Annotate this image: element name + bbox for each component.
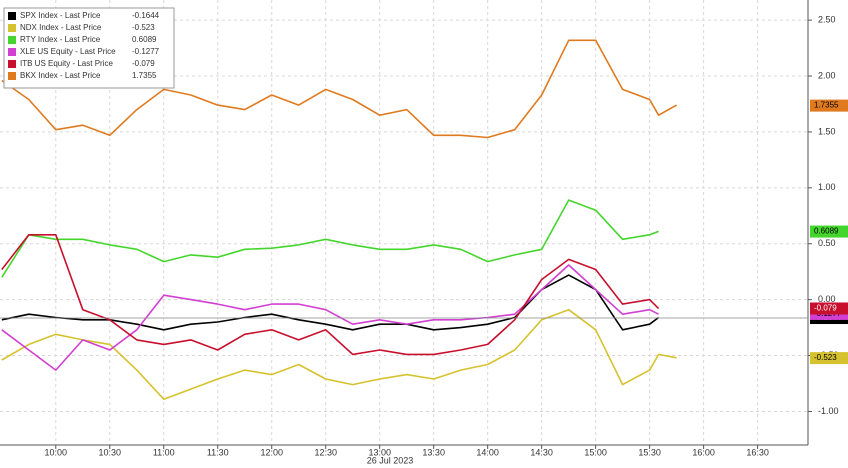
legend-swatch (8, 12, 16, 20)
legend-label: XLE US Equity - Last Price (20, 47, 116, 56)
legend-value: -0.1644 (132, 11, 160, 20)
series-line (1, 264, 659, 371)
x-tick-label: 10:00 (45, 447, 68, 457)
legend-box (3, 7, 175, 89)
last-price-tag-label: -0.523 (814, 353, 837, 362)
y-tick-label: 0.00 (818, 294, 836, 304)
legend-swatch (8, 48, 16, 56)
x-tick-label: 11:00 (153, 447, 175, 457)
legend-swatch (8, 24, 16, 32)
y-tick-label: 2.00 (818, 70, 836, 80)
legend-value: -0.1277 (132, 47, 160, 56)
series-line (1, 308, 677, 400)
last-price-tag (810, 99, 848, 112)
x-tick-label: 11:30 (207, 447, 229, 457)
last-price-tag-label: 1.7355 (814, 101, 839, 110)
legend-value: -0.079 (132, 59, 155, 68)
x-tick-label: 15:30 (638, 447, 661, 457)
legend-value: 0.6089 (132, 35, 157, 44)
last-price-tag-label: -0.079 (814, 304, 837, 313)
y-tick-label: 1.50 (818, 126, 836, 136)
y-tick-label: 2.50 (818, 15, 836, 25)
legend-swatch (8, 72, 16, 80)
series-line (1, 39, 677, 139)
legend: SPX Index - Last Price -0.1644 NDX Index -… (3, 7, 175, 89)
legend-swatch (8, 36, 16, 44)
x-tick-label: 12:00 (260, 447, 283, 457)
legend-label: BKX Index - Last Price (20, 71, 101, 80)
y-tick-label: 1.00 (818, 182, 836, 192)
series-line (1, 234, 660, 356)
last-price-tag-label: 0.6089 (814, 227, 839, 236)
legend-value: 1.7355 (132, 71, 157, 80)
x-axis-label: 26 Jul 2023 (367, 455, 414, 465)
legend-label: NDX Index - Last Price (20, 23, 102, 32)
legend-label: ITB US Equity - Last Price (20, 59, 113, 68)
y-tick-label: -1.00 (818, 406, 839, 416)
legend-swatch (8, 60, 16, 68)
x-tick-label: 14:30 (530, 447, 553, 457)
x-tick-label: 10:30 (99, 447, 122, 457)
x-tick-label: 16:00 (692, 447, 715, 457)
x-tick-label: 13:30 (422, 447, 445, 457)
x-tick-label: 15:00 (584, 447, 607, 457)
y-tick-label: 0.50 (818, 238, 836, 248)
series-line (1, 274, 660, 331)
x-tick-label: 14:00 (476, 447, 499, 457)
legend-value: -0.523 (132, 23, 155, 32)
x-tick-label: 16:30 (746, 447, 769, 457)
series-line (1, 199, 659, 278)
x-tick-label: 12:30 (314, 447, 337, 457)
last-price-tag (810, 352, 848, 365)
last-price-tag (810, 225, 848, 238)
legend-label: SPX Index - Last Price (20, 11, 101, 20)
x-tick-label: 13:00 (368, 447, 391, 457)
legend-label: RTY Index - Last Price (20, 35, 101, 44)
last-price-tag (810, 302, 848, 315)
